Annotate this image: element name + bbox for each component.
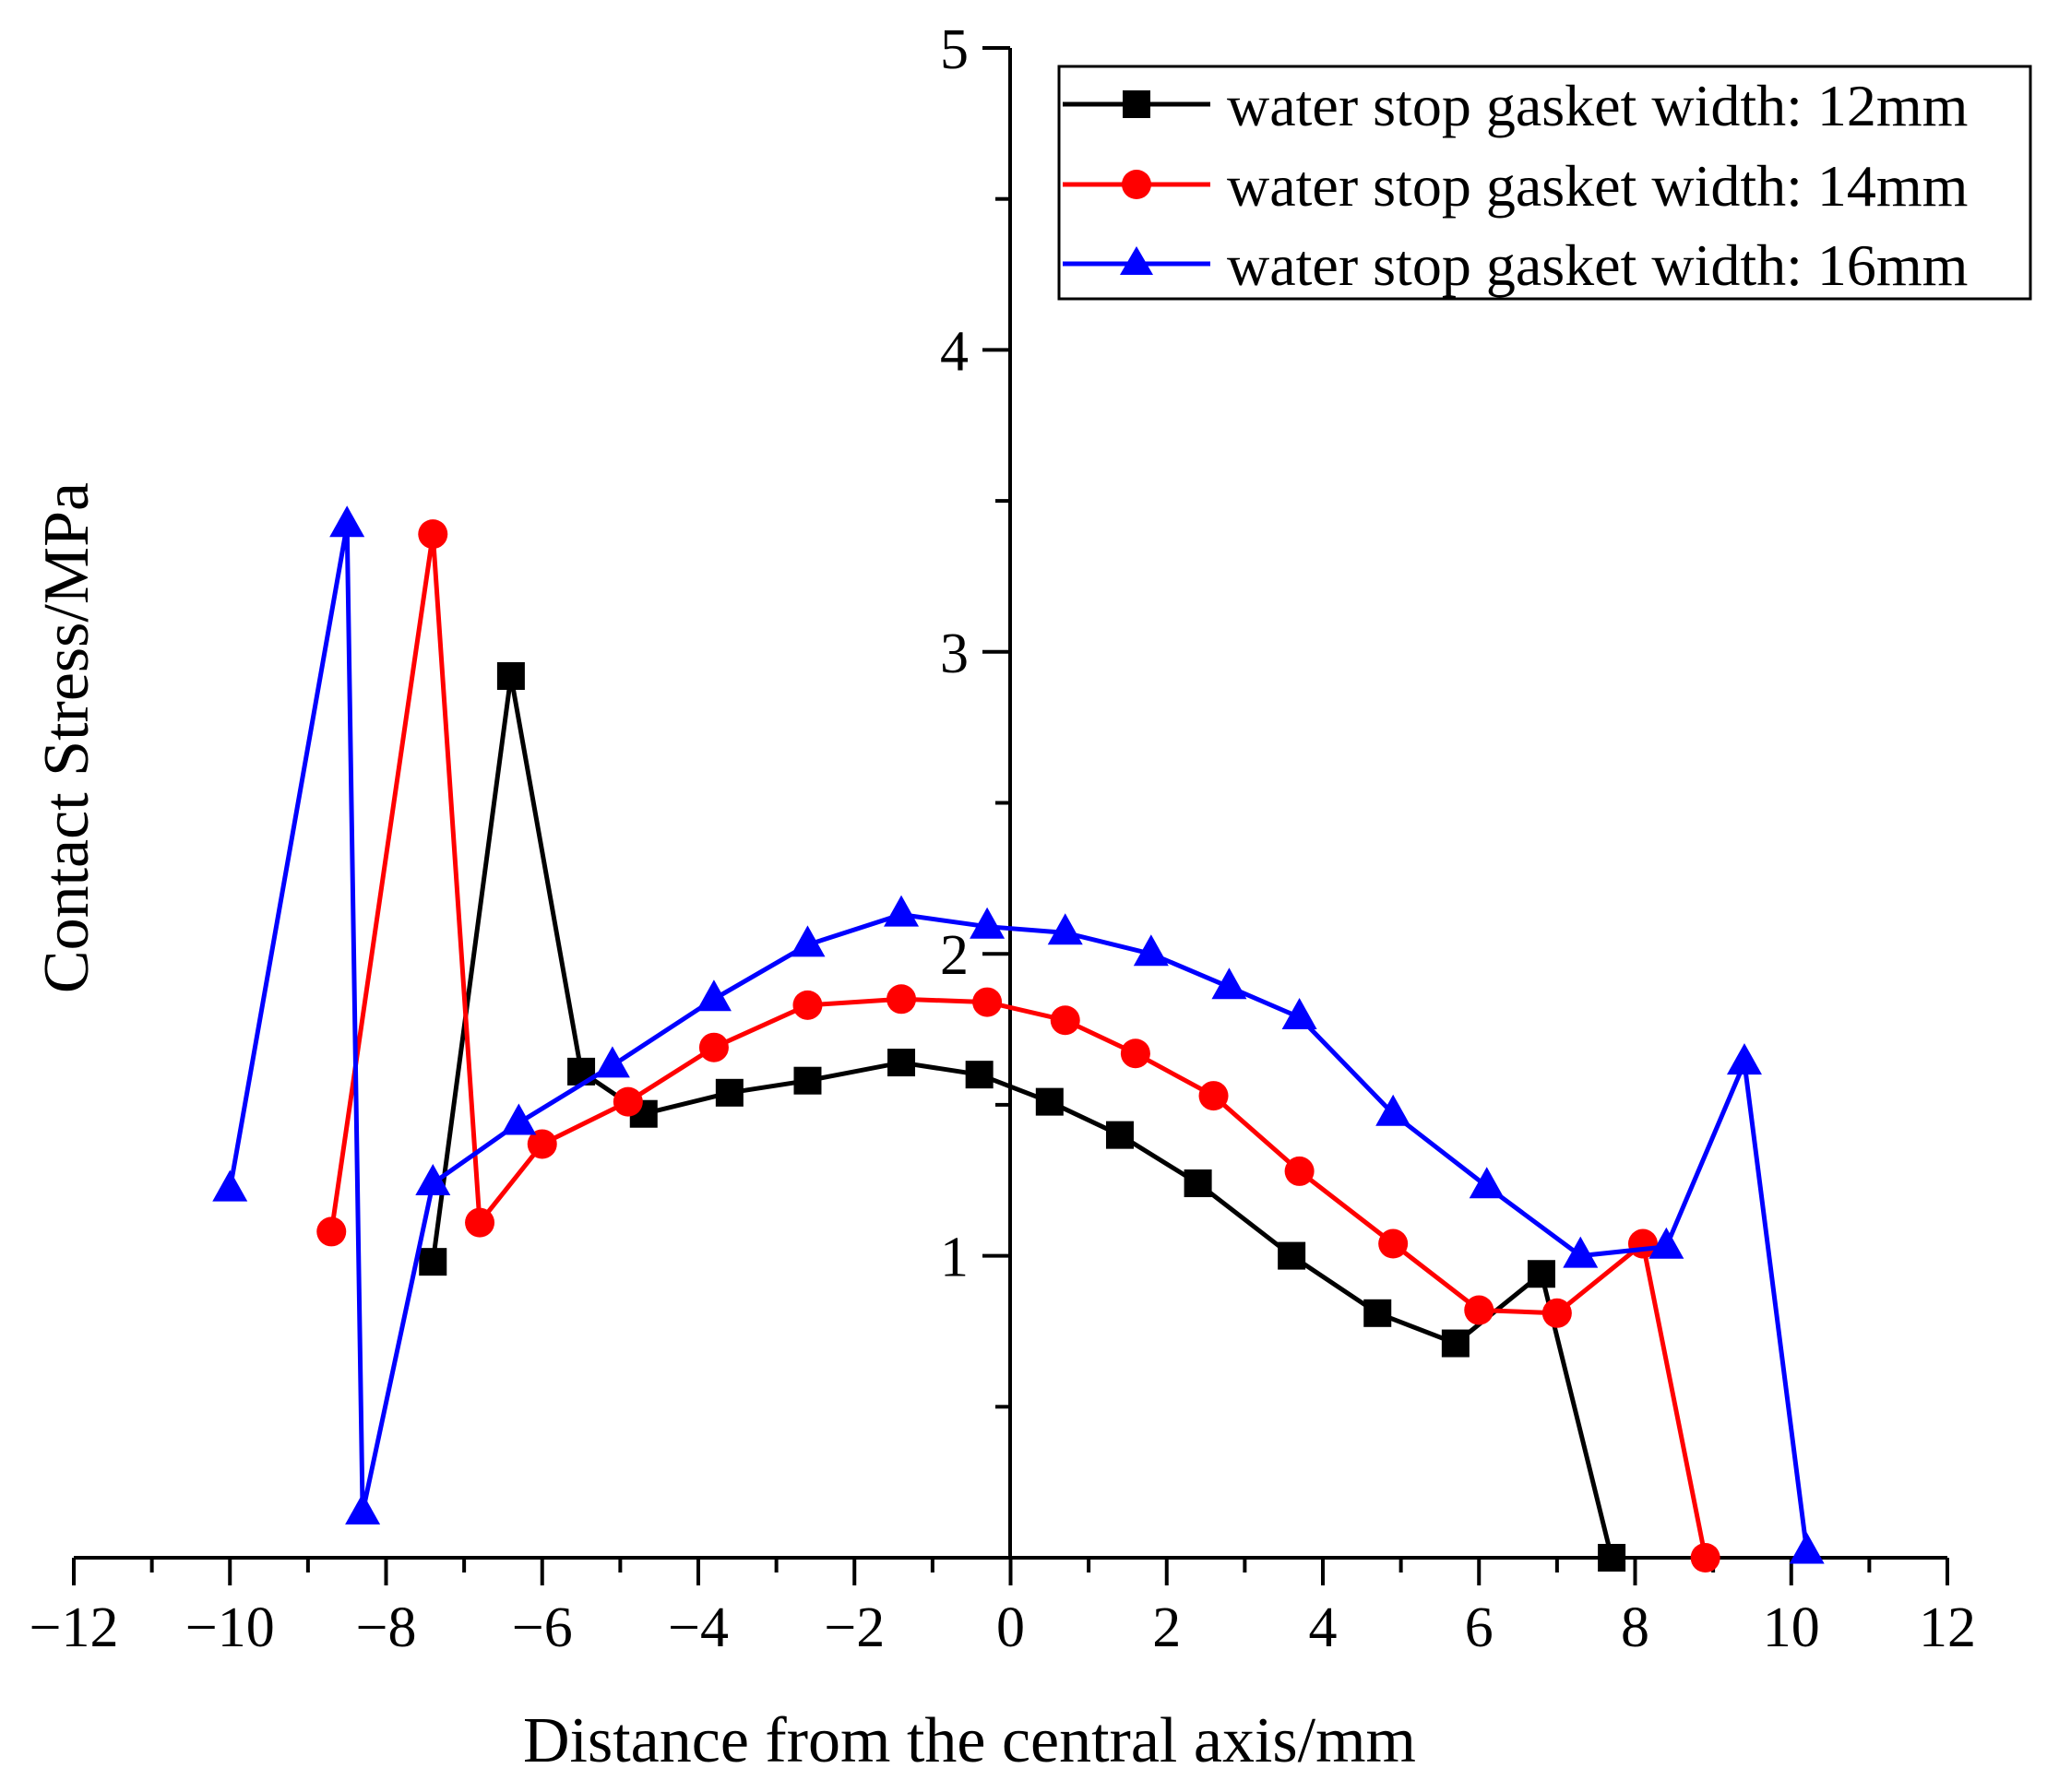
x-tick-label: 8 <box>1621 1596 1649 1659</box>
y-tick-label: 2 <box>940 924 969 987</box>
data-point-14mm <box>316 1216 347 1247</box>
legend-marker-16mm <box>1120 246 1153 275</box>
data-point-16mm <box>1281 997 1317 1029</box>
data-point-12mm <box>1527 1260 1555 1288</box>
data-point-12mm <box>1035 1087 1064 1116</box>
x-tick-label: 10 <box>1763 1596 1820 1659</box>
series-line-16mm <box>227 524 1810 1552</box>
series-line-12mm <box>430 675 1614 1559</box>
data-point-14mm <box>1050 1005 1080 1036</box>
y-tick-label: 5 <box>940 18 969 81</box>
data-point-14mm <box>1690 1543 1720 1572</box>
data-point-14mm <box>465 1207 495 1238</box>
data-point-14mm <box>1198 1081 1229 1111</box>
data-point-12mm <box>965 1061 994 1089</box>
y-axis-title: Contact Stress/MPa <box>31 482 102 993</box>
legend-label-16mm: water stop gasket width: 16mm <box>1227 232 1968 298</box>
data-point-14mm <box>613 1086 643 1117</box>
data-point-14mm <box>792 990 823 1020</box>
data-point-14mm <box>887 984 917 1015</box>
data-point-12mm <box>1184 1169 1212 1198</box>
data-point-14mm <box>527 1129 557 1159</box>
data-point-12mm <box>887 1049 916 1077</box>
y-tick-label: 4 <box>940 320 969 383</box>
data-point-12mm <box>1441 1329 1470 1358</box>
y-tick-label: 3 <box>940 623 969 685</box>
x-tick-label: 0 <box>996 1596 1025 1659</box>
data-point-14mm <box>972 987 1003 1017</box>
legend-marker-12mm <box>1123 90 1150 118</box>
x-tick-label: 6 <box>1465 1596 1494 1659</box>
data-point-12mm <box>496 661 525 690</box>
legend-marker-14mm <box>1122 170 1151 199</box>
data-point-12mm <box>715 1078 744 1107</box>
x-tick-label: 12 <box>1919 1596 1976 1659</box>
data-point-14mm <box>1120 1038 1150 1069</box>
data-point-14mm <box>1464 1295 1494 1325</box>
data-point-16mm <box>415 1164 451 1196</box>
data-point-14mm <box>698 1032 729 1062</box>
x-tick-label: −8 <box>356 1596 417 1659</box>
series-12mm <box>419 661 1626 1572</box>
series-14mm <box>316 519 1720 1572</box>
x-axis-title: Distance from the central axis/mm <box>523 1705 1416 1776</box>
data-point-12mm <box>1598 1544 1626 1572</box>
legend-label-14mm: water stop gasket width: 14mm <box>1227 153 1968 219</box>
legend-box <box>1057 65 2032 301</box>
data-point-16mm <box>1133 934 1169 967</box>
x-tick-label: 2 <box>1152 1596 1181 1659</box>
data-point-16mm <box>696 979 732 1012</box>
x-tick-label: −6 <box>512 1596 573 1659</box>
data-point-16mm <box>1726 1043 1762 1075</box>
data-point-16mm <box>329 505 365 538</box>
data-point-16mm <box>1375 1094 1411 1126</box>
x-tick-label: −4 <box>668 1596 729 1659</box>
x-tick-label: −10 <box>185 1596 275 1659</box>
data-point-16mm <box>884 895 920 927</box>
data-point-14mm <box>1284 1156 1315 1186</box>
data-point-16mm <box>1648 1227 1684 1259</box>
data-point-16mm <box>1789 1532 1825 1564</box>
data-point-12mm <box>419 1248 447 1276</box>
legend-entry-14mm: water stop gasket width: 14mm <box>1063 153 1968 219</box>
data-point-14mm <box>1378 1228 1409 1259</box>
data-point-14mm <box>1541 1298 1572 1328</box>
x-tick-label: −12 <box>30 1596 119 1659</box>
data-point-12mm <box>1105 1121 1134 1149</box>
data-point-16mm <box>1469 1167 1505 1199</box>
legend-label-12mm: water stop gasket width: 12mm <box>1227 73 1968 138</box>
legend-entry-12mm: water stop gasket width: 12mm <box>1063 73 1968 138</box>
data-point-16mm <box>594 1046 630 1078</box>
series-layer <box>212 505 1825 1572</box>
data-point-16mm <box>501 1103 537 1135</box>
data-point-16mm <box>212 1169 248 1202</box>
data-point-16mm <box>1211 967 1247 1000</box>
legend: water stop gasket width: 12mm water stop… <box>1057 65 2032 301</box>
data-point-16mm <box>790 925 826 957</box>
data-point-12mm <box>1278 1241 1306 1270</box>
legend-entry-16mm: water stop gasket width: 16mm <box>1063 232 1968 298</box>
data-point-14mm <box>418 519 448 550</box>
series-line-14mm <box>328 533 1708 1559</box>
data-point-12mm <box>1363 1299 1392 1327</box>
data-point-12mm <box>793 1066 822 1095</box>
y-tick-label: 1 <box>940 1227 969 1289</box>
data-point-16mm <box>1563 1236 1599 1268</box>
x-tick-label: 4 <box>1309 1596 1338 1659</box>
x-tick-label: −2 <box>824 1596 885 1659</box>
data-point-16mm <box>970 907 1006 939</box>
data-point-16mm <box>1047 913 1083 945</box>
data-point-16mm <box>345 1492 381 1525</box>
series-16mm <box>212 505 1825 1564</box>
